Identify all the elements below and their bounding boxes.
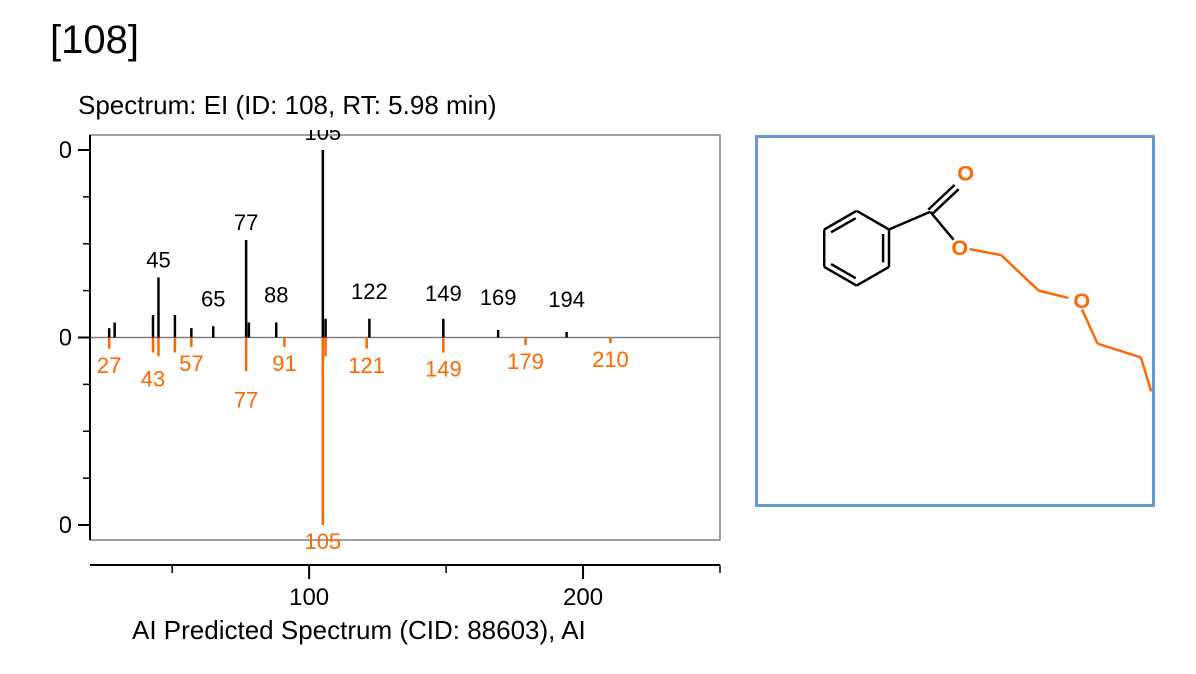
svg-text:43: 43 bbox=[141, 367, 165, 392]
svg-text:194: 194 bbox=[548, 287, 585, 312]
svg-text:O: O bbox=[957, 160, 974, 185]
spectrum-svg: 100 0 100 100 200 45 65 77 88 105 122 149 169 194 27 43… bbox=[60, 130, 730, 610]
spectrum-chart: 100 0 100 100 200 45 65 77 88 105 122 149 169 194 27 43… bbox=[60, 130, 730, 610]
structure-svg: OOOOH bbox=[758, 138, 1152, 504]
svg-text:45: 45 bbox=[146, 248, 170, 273]
svg-text:88: 88 bbox=[264, 283, 288, 308]
svg-text:100: 100 bbox=[60, 137, 72, 164]
svg-text:122: 122 bbox=[351, 279, 388, 304]
svg-text:91: 91 bbox=[272, 351, 296, 376]
svg-text:0: 0 bbox=[60, 325, 72, 352]
svg-text:77: 77 bbox=[234, 210, 258, 235]
page-header: [108] bbox=[50, 18, 139, 63]
svg-text:121: 121 bbox=[348, 353, 385, 378]
svg-text:57: 57 bbox=[179, 351, 203, 376]
svg-text:149: 149 bbox=[425, 281, 462, 306]
svg-text:77: 77 bbox=[234, 387, 258, 412]
svg-text:100: 100 bbox=[289, 584, 329, 610]
svg-text:O: O bbox=[951, 235, 968, 260]
svg-text:200: 200 bbox=[563, 584, 603, 610]
chart-title: Spectrum: EI (ID: 108, RT: 5.98 min) bbox=[78, 90, 497, 121]
svg-text:210: 210 bbox=[592, 347, 629, 372]
svg-text:100: 100 bbox=[60, 512, 72, 539]
svg-text:65: 65 bbox=[201, 286, 225, 311]
svg-text:149: 149 bbox=[425, 357, 462, 382]
svg-text:105: 105 bbox=[304, 130, 341, 145]
chart-bottom-label: AI Predicted Spectrum (CID: 88603), AI bbox=[132, 615, 586, 646]
page-container: [108] Spectrum: EI (ID: 108, RT: 5.98 mi… bbox=[0, 0, 1196, 674]
svg-text:179: 179 bbox=[507, 349, 544, 374]
svg-text:27: 27 bbox=[97, 353, 121, 378]
svg-text:169: 169 bbox=[480, 285, 517, 310]
structure-box: OOOOH bbox=[755, 135, 1155, 507]
svg-text:105: 105 bbox=[304, 529, 341, 554]
